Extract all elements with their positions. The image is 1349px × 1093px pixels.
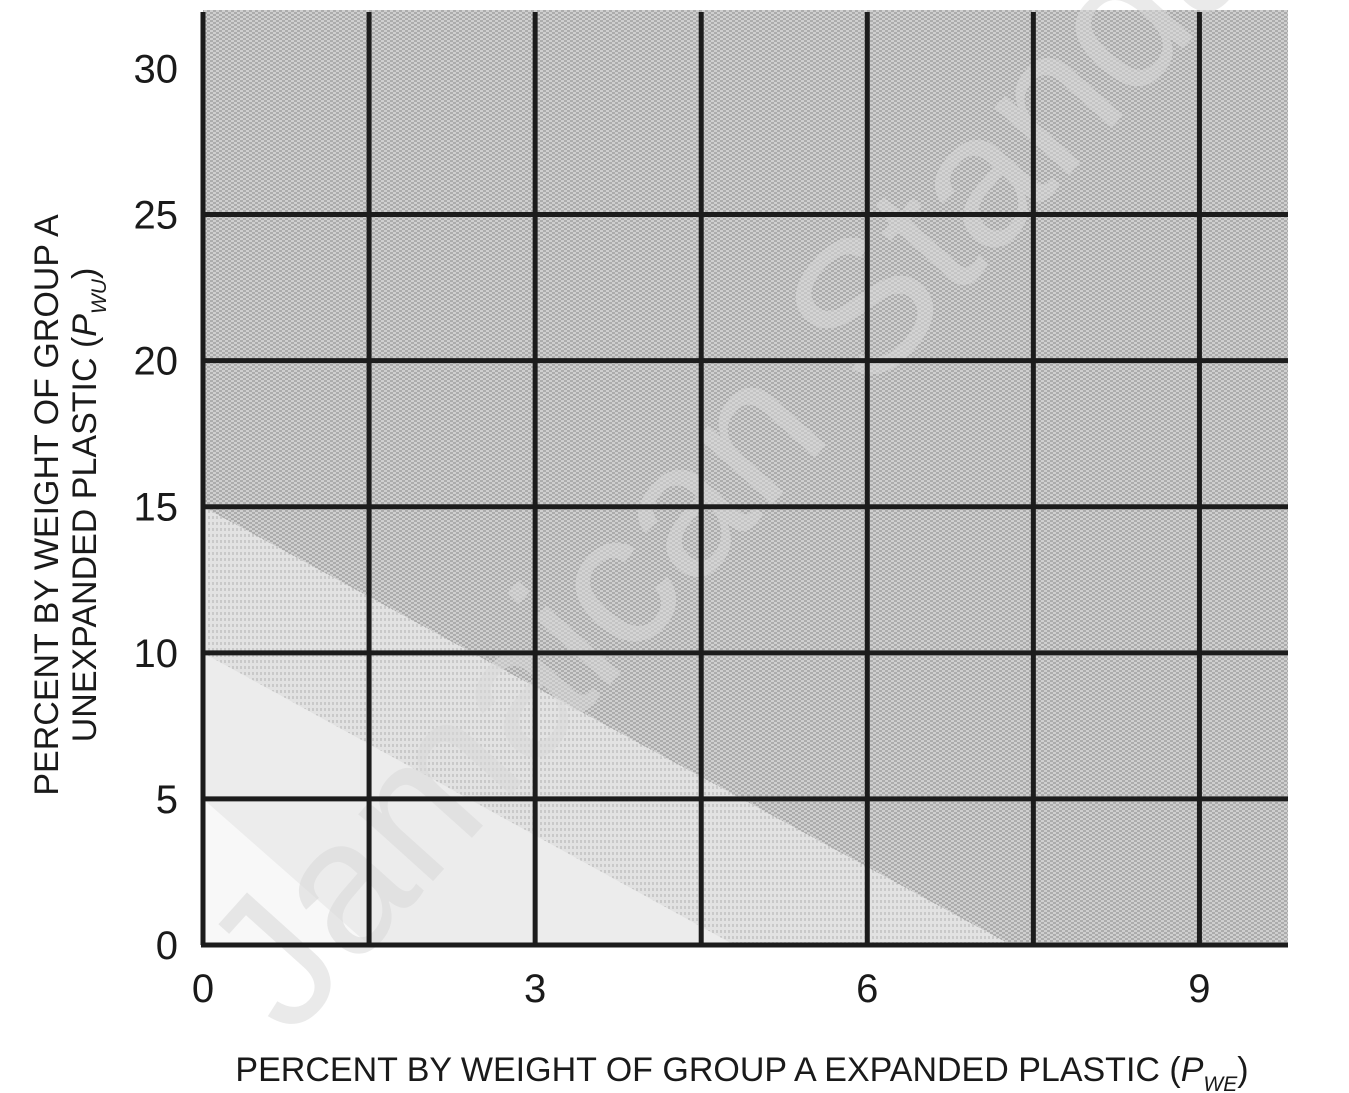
y-tick-label: 10 xyxy=(134,632,179,676)
y-tick-label: 15 xyxy=(134,486,179,530)
x-axis-label: PERCENT BY WEIGHT OF GROUP A EXPANDED PL… xyxy=(235,1051,1248,1093)
x-tick-label: 0 xyxy=(192,967,214,1011)
y-tick-label: 25 xyxy=(134,194,179,238)
region-zone-lightest xyxy=(203,798,370,945)
y-tick-label: 0 xyxy=(156,924,178,968)
y-axis-label-line1: PERCENT BY WEIGHT OF GROUP A xyxy=(28,214,66,796)
gridlines xyxy=(200,12,1288,948)
x-tick-label: 3 xyxy=(524,967,546,1011)
x-tick-labels: 0 3 6 9 xyxy=(192,967,1211,1011)
y-axis-label-line2: UNEXPANDED PLASTIC (PWU) xyxy=(66,268,111,743)
y-tick-label: 5 xyxy=(156,778,178,822)
y-axis-label: PERCENT BY WEIGHT OF GROUP A UNEXPANDED … xyxy=(28,214,111,796)
y-tick-label: 20 xyxy=(134,340,179,384)
x-tick-label: 6 xyxy=(856,967,878,1011)
x-tick-label: 9 xyxy=(1188,967,1210,1011)
y-tick-label: 30 xyxy=(134,47,179,91)
y-tick-labels: 0 5 10 15 20 25 30 xyxy=(134,47,179,968)
